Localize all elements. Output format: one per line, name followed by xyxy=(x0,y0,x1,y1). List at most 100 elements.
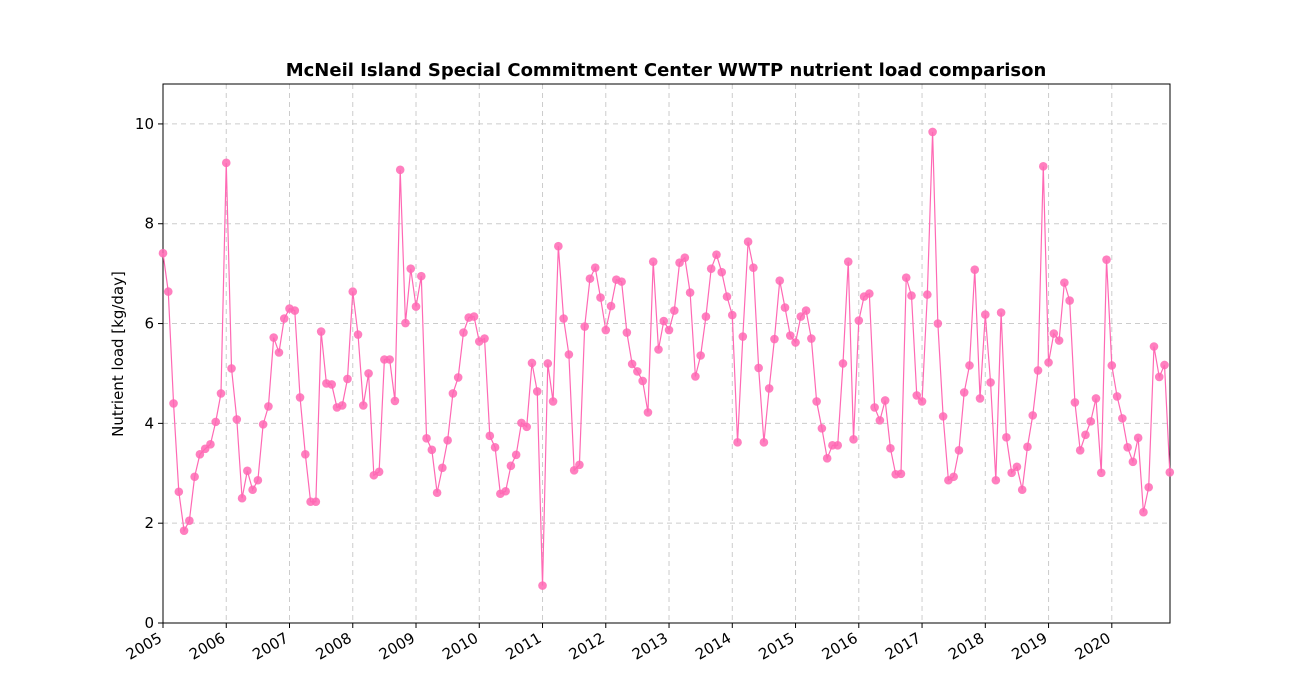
y-tick-label: 8 xyxy=(144,215,154,233)
data-point xyxy=(949,472,958,482)
data-point xyxy=(1144,482,1153,492)
data-point xyxy=(981,310,990,319)
data-point xyxy=(543,359,553,368)
data-point xyxy=(880,396,890,405)
data-point xyxy=(1002,433,1011,442)
data-point xyxy=(970,265,980,274)
data-point xyxy=(633,367,642,376)
data-point xyxy=(337,401,347,410)
data-point xyxy=(685,288,695,297)
data-point xyxy=(1007,468,1016,478)
data-point xyxy=(1070,398,1080,407)
data-point xyxy=(195,450,205,459)
data-point xyxy=(1123,443,1132,452)
data-point xyxy=(654,345,663,354)
data-point xyxy=(1160,360,1169,370)
y-tick-label: 0 xyxy=(144,614,154,632)
data-point xyxy=(559,314,568,323)
data-point xyxy=(343,374,352,384)
data-point xyxy=(511,450,521,460)
data-point xyxy=(680,253,690,262)
plot-area-frame xyxy=(162,83,1171,624)
data-point xyxy=(733,438,742,447)
data-point xyxy=(411,302,421,311)
data-point xyxy=(780,303,790,312)
data-point xyxy=(648,257,658,266)
data-point xyxy=(1028,411,1038,420)
chart-title: McNeil Island Special Commitment Center … xyxy=(286,60,1047,81)
data-point xyxy=(295,393,305,402)
x-tick-label: 2016 xyxy=(819,629,861,664)
data-point xyxy=(532,387,542,396)
data-point xyxy=(643,408,653,417)
data-point xyxy=(622,328,632,337)
data-point xyxy=(348,287,358,296)
data-point xyxy=(870,403,879,412)
data-point xyxy=(886,444,895,453)
data-point xyxy=(817,424,827,433)
data-point xyxy=(738,332,748,341)
data-point xyxy=(717,267,727,277)
data-point xyxy=(812,397,821,406)
data-point xyxy=(401,318,410,328)
data-point xyxy=(627,359,637,369)
data-point xyxy=(237,493,247,503)
data-point xyxy=(185,516,194,525)
series-line xyxy=(162,131,1171,586)
data-point xyxy=(696,351,705,360)
data-point xyxy=(1049,329,1059,338)
data-point xyxy=(1133,433,1143,443)
data-point xyxy=(1102,255,1111,264)
x-tick-label: 2009 xyxy=(376,629,418,664)
data-point xyxy=(253,475,263,485)
data-point xyxy=(991,475,1001,485)
data-point xyxy=(1023,442,1032,452)
data-point xyxy=(316,327,326,336)
data-point xyxy=(1038,162,1048,171)
data-point xyxy=(279,314,289,323)
data-point xyxy=(290,306,300,315)
data-point xyxy=(422,434,431,443)
x-tick-label: 2008 xyxy=(313,629,355,664)
data-point xyxy=(601,325,611,335)
data-point xyxy=(564,350,574,359)
data-point xyxy=(385,355,394,364)
data-point xyxy=(833,441,843,450)
data-point xyxy=(432,488,442,498)
data-point xyxy=(248,485,257,495)
data-point xyxy=(838,359,848,368)
x-tick-label: 2019 xyxy=(1008,629,1050,664)
data-point xyxy=(580,322,589,331)
data-point xyxy=(975,394,985,403)
data-point xyxy=(590,263,600,272)
data-point xyxy=(169,399,178,408)
data-point xyxy=(448,389,458,398)
y-axis-label: Nutrient load [kg/day] xyxy=(109,271,127,437)
data-point xyxy=(917,397,927,406)
data-point xyxy=(775,276,785,285)
data-point xyxy=(585,274,595,283)
data-point xyxy=(390,396,400,406)
data-point xyxy=(923,290,932,299)
data-point xyxy=(1096,468,1106,478)
data-point xyxy=(1165,467,1175,477)
data-point xyxy=(480,334,489,343)
data-point xyxy=(865,289,874,298)
data-point xyxy=(933,319,943,328)
data-point xyxy=(527,358,537,368)
data-point xyxy=(791,338,800,347)
data-point xyxy=(854,316,864,325)
data-point xyxy=(206,440,215,449)
data-point xyxy=(912,391,922,400)
x-tick-label: 2012 xyxy=(566,629,608,664)
data-point xyxy=(843,257,853,266)
data-point xyxy=(764,384,774,393)
data-point xyxy=(469,312,479,321)
data-point xyxy=(996,308,1006,317)
y-tick-label: 2 xyxy=(144,514,154,532)
data-point xyxy=(301,450,310,459)
data-point xyxy=(965,361,974,370)
data-point xyxy=(617,277,626,286)
data-point xyxy=(438,463,447,473)
